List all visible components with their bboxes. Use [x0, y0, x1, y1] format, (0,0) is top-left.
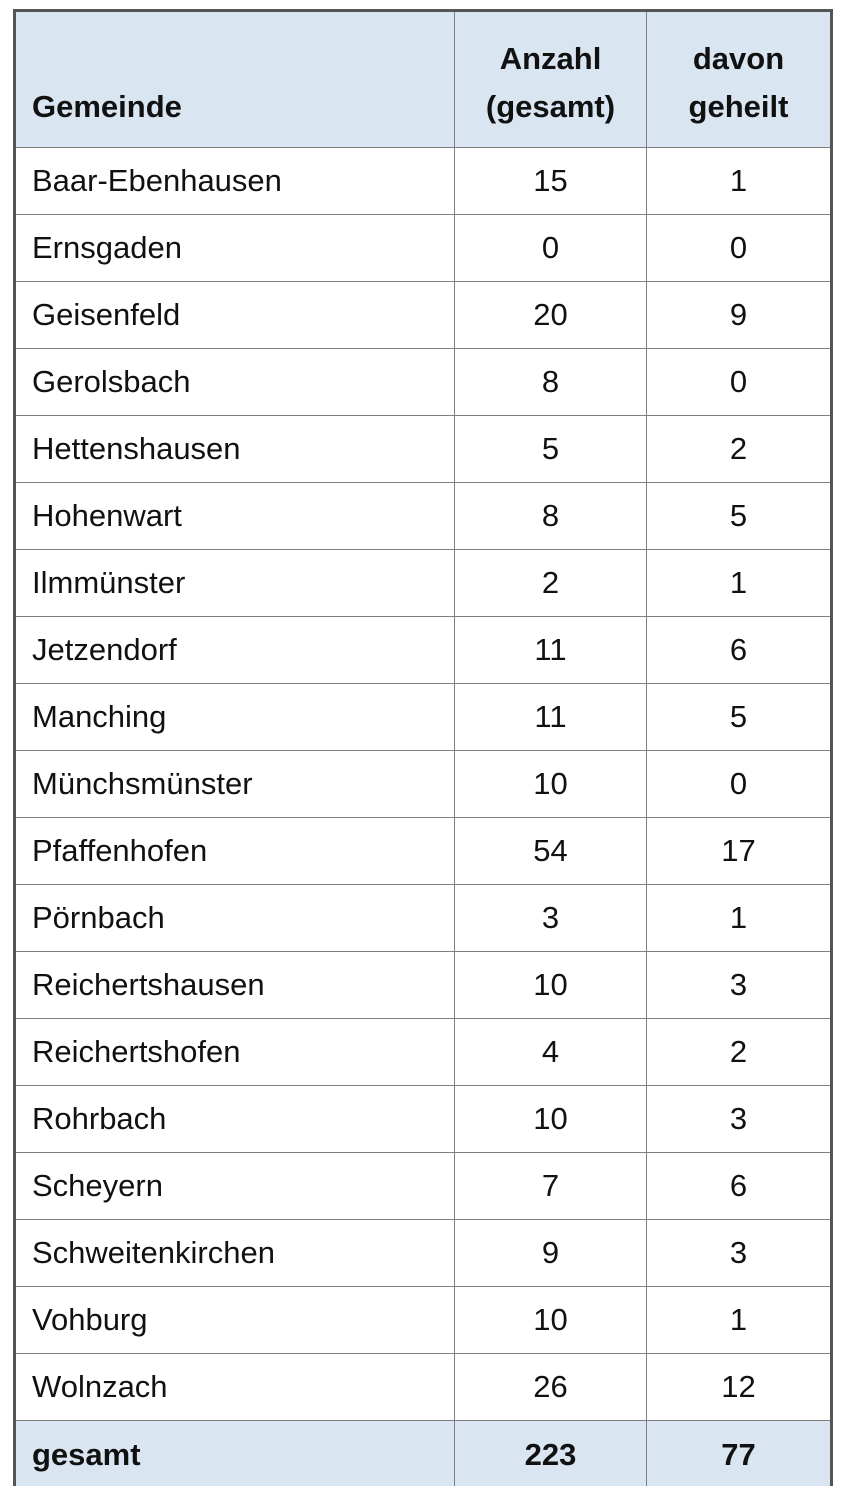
cell-gemeinde: Pfaffenhofen	[14, 817, 455, 885]
table-row: Gerolsbach 8 0	[14, 348, 832, 416]
table-row: Vohburg 10 1	[14, 1286, 832, 1354]
cell-anzahl-gesamt: 9	[454, 1219, 647, 1287]
cell-davon-geheilt: 0	[646, 214, 832, 282]
cell-anzahl-gesamt: 10	[454, 1286, 647, 1354]
cell-davon-geheilt: 17	[646, 817, 832, 885]
cell-davon-geheilt: 3	[646, 951, 832, 1019]
cell-davon-geheilt: 2	[646, 1018, 832, 1086]
table-row: Ernsgaden 0 0	[14, 214, 832, 282]
header-gemeinde: Gemeinde	[14, 10, 455, 148]
cell-davon-geheilt: 0	[646, 348, 832, 416]
cell-gemeinde: Rohrbach	[14, 1085, 455, 1153]
table-header: Gemeinde Anzahl (gesamt) davon geheilt	[14, 10, 832, 148]
cell-davon-geheilt: 5	[646, 482, 832, 550]
cell-gemeinde: Pörnbach	[14, 884, 455, 952]
cell-gemeinde: Baar-Ebenhausen	[14, 147, 455, 215]
cell-gemeinde: Geisenfeld	[14, 281, 455, 349]
cell-anzahl-gesamt: 11	[454, 683, 647, 751]
cell-gemeinde: Schweitenkirchen	[14, 1219, 455, 1287]
cell-gemeinde: Wolnzach	[14, 1353, 455, 1421]
table-row: Baar-Ebenhausen 15 1	[14, 147, 832, 215]
cell-anzahl-gesamt: 54	[454, 817, 647, 885]
header-anzahl-line1: Anzahl	[499, 40, 602, 76]
header-anzahl-line2: (gesamt)	[485, 88, 616, 124]
cell-anzahl-gesamt: 2	[454, 549, 647, 617]
cell-anzahl-gesamt: 4	[454, 1018, 647, 1086]
cell-anzahl-gesamt: 10	[454, 1085, 647, 1153]
cell-gemeinde: Reichertshofen	[14, 1018, 455, 1086]
table-row: Hettenshausen 5 2	[14, 415, 832, 483]
cell-gemeinde: Hohenwart	[14, 482, 455, 550]
cell-anzahl-gesamt: 3	[454, 884, 647, 952]
table-row: Pfaffenhofen 54 17	[14, 817, 832, 885]
header-davon-line1: davon	[692, 40, 785, 76]
footer-anzahl-gesamt: 223	[454, 1420, 647, 1486]
cell-davon-geheilt: 1	[646, 1286, 832, 1354]
table-row: Rohrbach 10 3	[14, 1085, 832, 1153]
cell-gemeinde: Reichertshausen	[14, 951, 455, 1019]
cell-gemeinde: Scheyern	[14, 1152, 455, 1220]
cell-gemeinde: Hettenshausen	[14, 415, 455, 483]
header-anzahl-gesamt: Anzahl (gesamt)	[454, 10, 647, 148]
cell-davon-geheilt: 1	[646, 147, 832, 215]
cell-davon-geheilt: 5	[646, 683, 832, 751]
cell-anzahl-gesamt: 11	[454, 616, 647, 684]
table-row: Schweitenkirchen 9 3	[14, 1219, 832, 1287]
table-body: Baar-Ebenhausen 15 1 Ernsgaden 0 0 Geisenfeld 2…	[14, 147, 832, 1421]
header-davon-line2: geheilt	[688, 88, 789, 124]
cell-anzahl-gesamt: 5	[454, 415, 647, 483]
header-davon-geheilt: davon geheilt	[646, 10, 832, 148]
footer-label: gesamt	[14, 1420, 455, 1486]
table-row: Pörnbach 3 1	[14, 884, 832, 952]
cell-anzahl-gesamt: 20	[454, 281, 647, 349]
cell-davon-geheilt: 3	[646, 1219, 832, 1287]
cell-davon-geheilt: 1	[646, 884, 832, 952]
cell-anzahl-gesamt: 10	[454, 750, 647, 818]
table-row: Geisenfeld 20 9	[14, 281, 832, 349]
gemeinde-cases-table: Gemeinde Anzahl (gesamt) davon geheilt B…	[13, 9, 833, 1486]
cell-gemeinde: Manching	[14, 683, 455, 751]
cell-anzahl-gesamt: 7	[454, 1152, 647, 1220]
table-row: Reichertshofen 4 2	[14, 1018, 832, 1086]
cell-anzahl-gesamt: 0	[454, 214, 647, 282]
cell-davon-geheilt: 6	[646, 616, 832, 684]
cell-anzahl-gesamt: 15	[454, 147, 647, 215]
cell-gemeinde: Ilmmünster	[14, 549, 455, 617]
cell-anzahl-gesamt: 8	[454, 482, 647, 550]
footer-davon-geheilt: 77	[646, 1420, 832, 1486]
cell-anzahl-gesamt: 10	[454, 951, 647, 1019]
table-row: Manching 11 5	[14, 683, 832, 751]
cell-davon-geheilt: 3	[646, 1085, 832, 1153]
cell-anzahl-gesamt: 8	[454, 348, 647, 416]
table-row: Reichertshausen 10 3	[14, 951, 832, 1019]
table-row: Wolnzach 26 12	[14, 1353, 832, 1421]
table-row: Scheyern 7 6	[14, 1152, 832, 1220]
table-footer: gesamt 223 77	[14, 1420, 832, 1486]
cell-davon-geheilt: 0	[646, 750, 832, 818]
table-row: Münchsmünster 10 0	[14, 750, 832, 818]
header-row: Gemeinde Anzahl (gesamt) davon geheilt	[14, 10, 832, 148]
cell-gemeinde: Gerolsbach	[14, 348, 455, 416]
table-row: Hohenwart 8 5	[14, 482, 832, 550]
cell-davon-geheilt: 2	[646, 415, 832, 483]
footer-row: gesamt 223 77	[14, 1420, 832, 1486]
cell-davon-geheilt: 1	[646, 549, 832, 617]
cell-davon-geheilt: 12	[646, 1353, 832, 1421]
cell-gemeinde: Ernsgaden	[14, 214, 455, 282]
cell-gemeinde: Münchsmünster	[14, 750, 455, 818]
table-row: Ilmmünster 2 1	[14, 549, 832, 617]
cell-davon-geheilt: 6	[646, 1152, 832, 1220]
table-row: Jetzendorf 11 6	[14, 616, 832, 684]
cell-gemeinde: Vohburg	[14, 1286, 455, 1354]
cell-davon-geheilt: 9	[646, 281, 832, 349]
cell-gemeinde: Jetzendorf	[14, 616, 455, 684]
cell-anzahl-gesamt: 26	[454, 1353, 647, 1421]
header-gemeinde-label: Gemeinde	[32, 88, 182, 124]
